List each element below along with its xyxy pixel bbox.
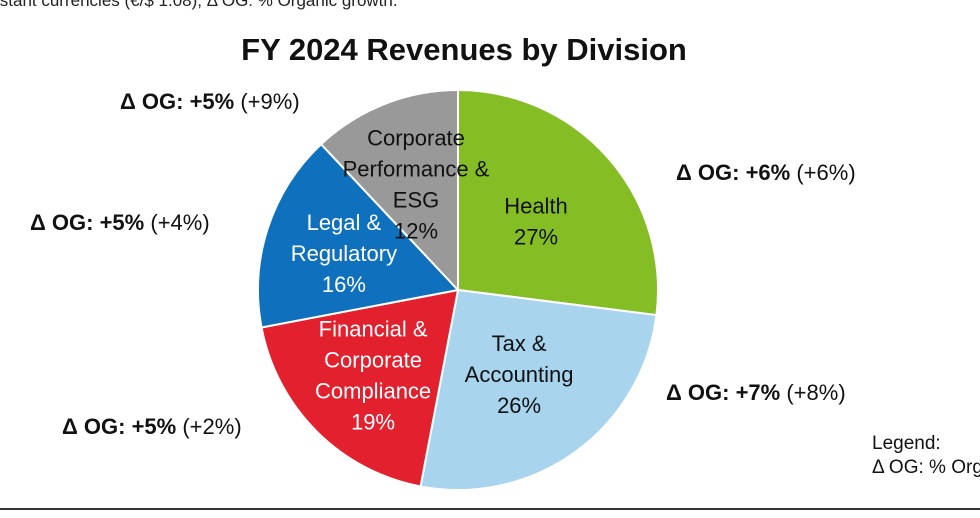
pie-slice-corporate-performance-esg bbox=[319, 88, 459, 293]
header-note: istant currencies (€/$ 1.08); Δ OG: % Or… bbox=[0, 0, 398, 10]
slice-label-corporate-performance-esg: Corporate Performance & ESG 12% bbox=[343, 126, 490, 244]
bottom-divider bbox=[0, 508, 980, 510]
chart-title: FY 2024 Revenues by Division bbox=[241, 32, 687, 67]
slice-label-legal-regulatory: Legal & Regulatory 16% bbox=[291, 210, 397, 297]
pie-slice-tax-accounting bbox=[419, 288, 658, 491]
slice-label-health: Health 27% bbox=[504, 194, 568, 250]
og-label-financial-corporate-compliance: Δ OG: +5% (+2%) bbox=[62, 414, 242, 439]
og-label-tax-accounting: Δ OG: +7% (+8%) bbox=[666, 380, 846, 405]
pie-slice-legal-regulatory bbox=[257, 142, 460, 329]
legend-text: Δ OG: % Org bbox=[872, 457, 980, 478]
pie-slice-health bbox=[457, 88, 659, 317]
pie-slice-financial-corporate-compliance bbox=[260, 288, 460, 488]
legend: Legend: Δ OG: % Org bbox=[872, 432, 980, 480]
slice-label-financial-corporate-compliance: Financial & Corporate Compliance 19% bbox=[315, 316, 431, 434]
og-label-corporate-performance-esg: Δ OG: +5% (+9%) bbox=[120, 89, 300, 114]
legend-title: Legend: bbox=[872, 433, 941, 454]
og-label-legal-regulatory: Δ OG: +5% (+4%) bbox=[30, 210, 210, 235]
og-label-health: Δ OG: +6% (+6%) bbox=[676, 160, 856, 185]
slice-label-tax-accounting: Tax & Accounting 26% bbox=[465, 331, 574, 418]
